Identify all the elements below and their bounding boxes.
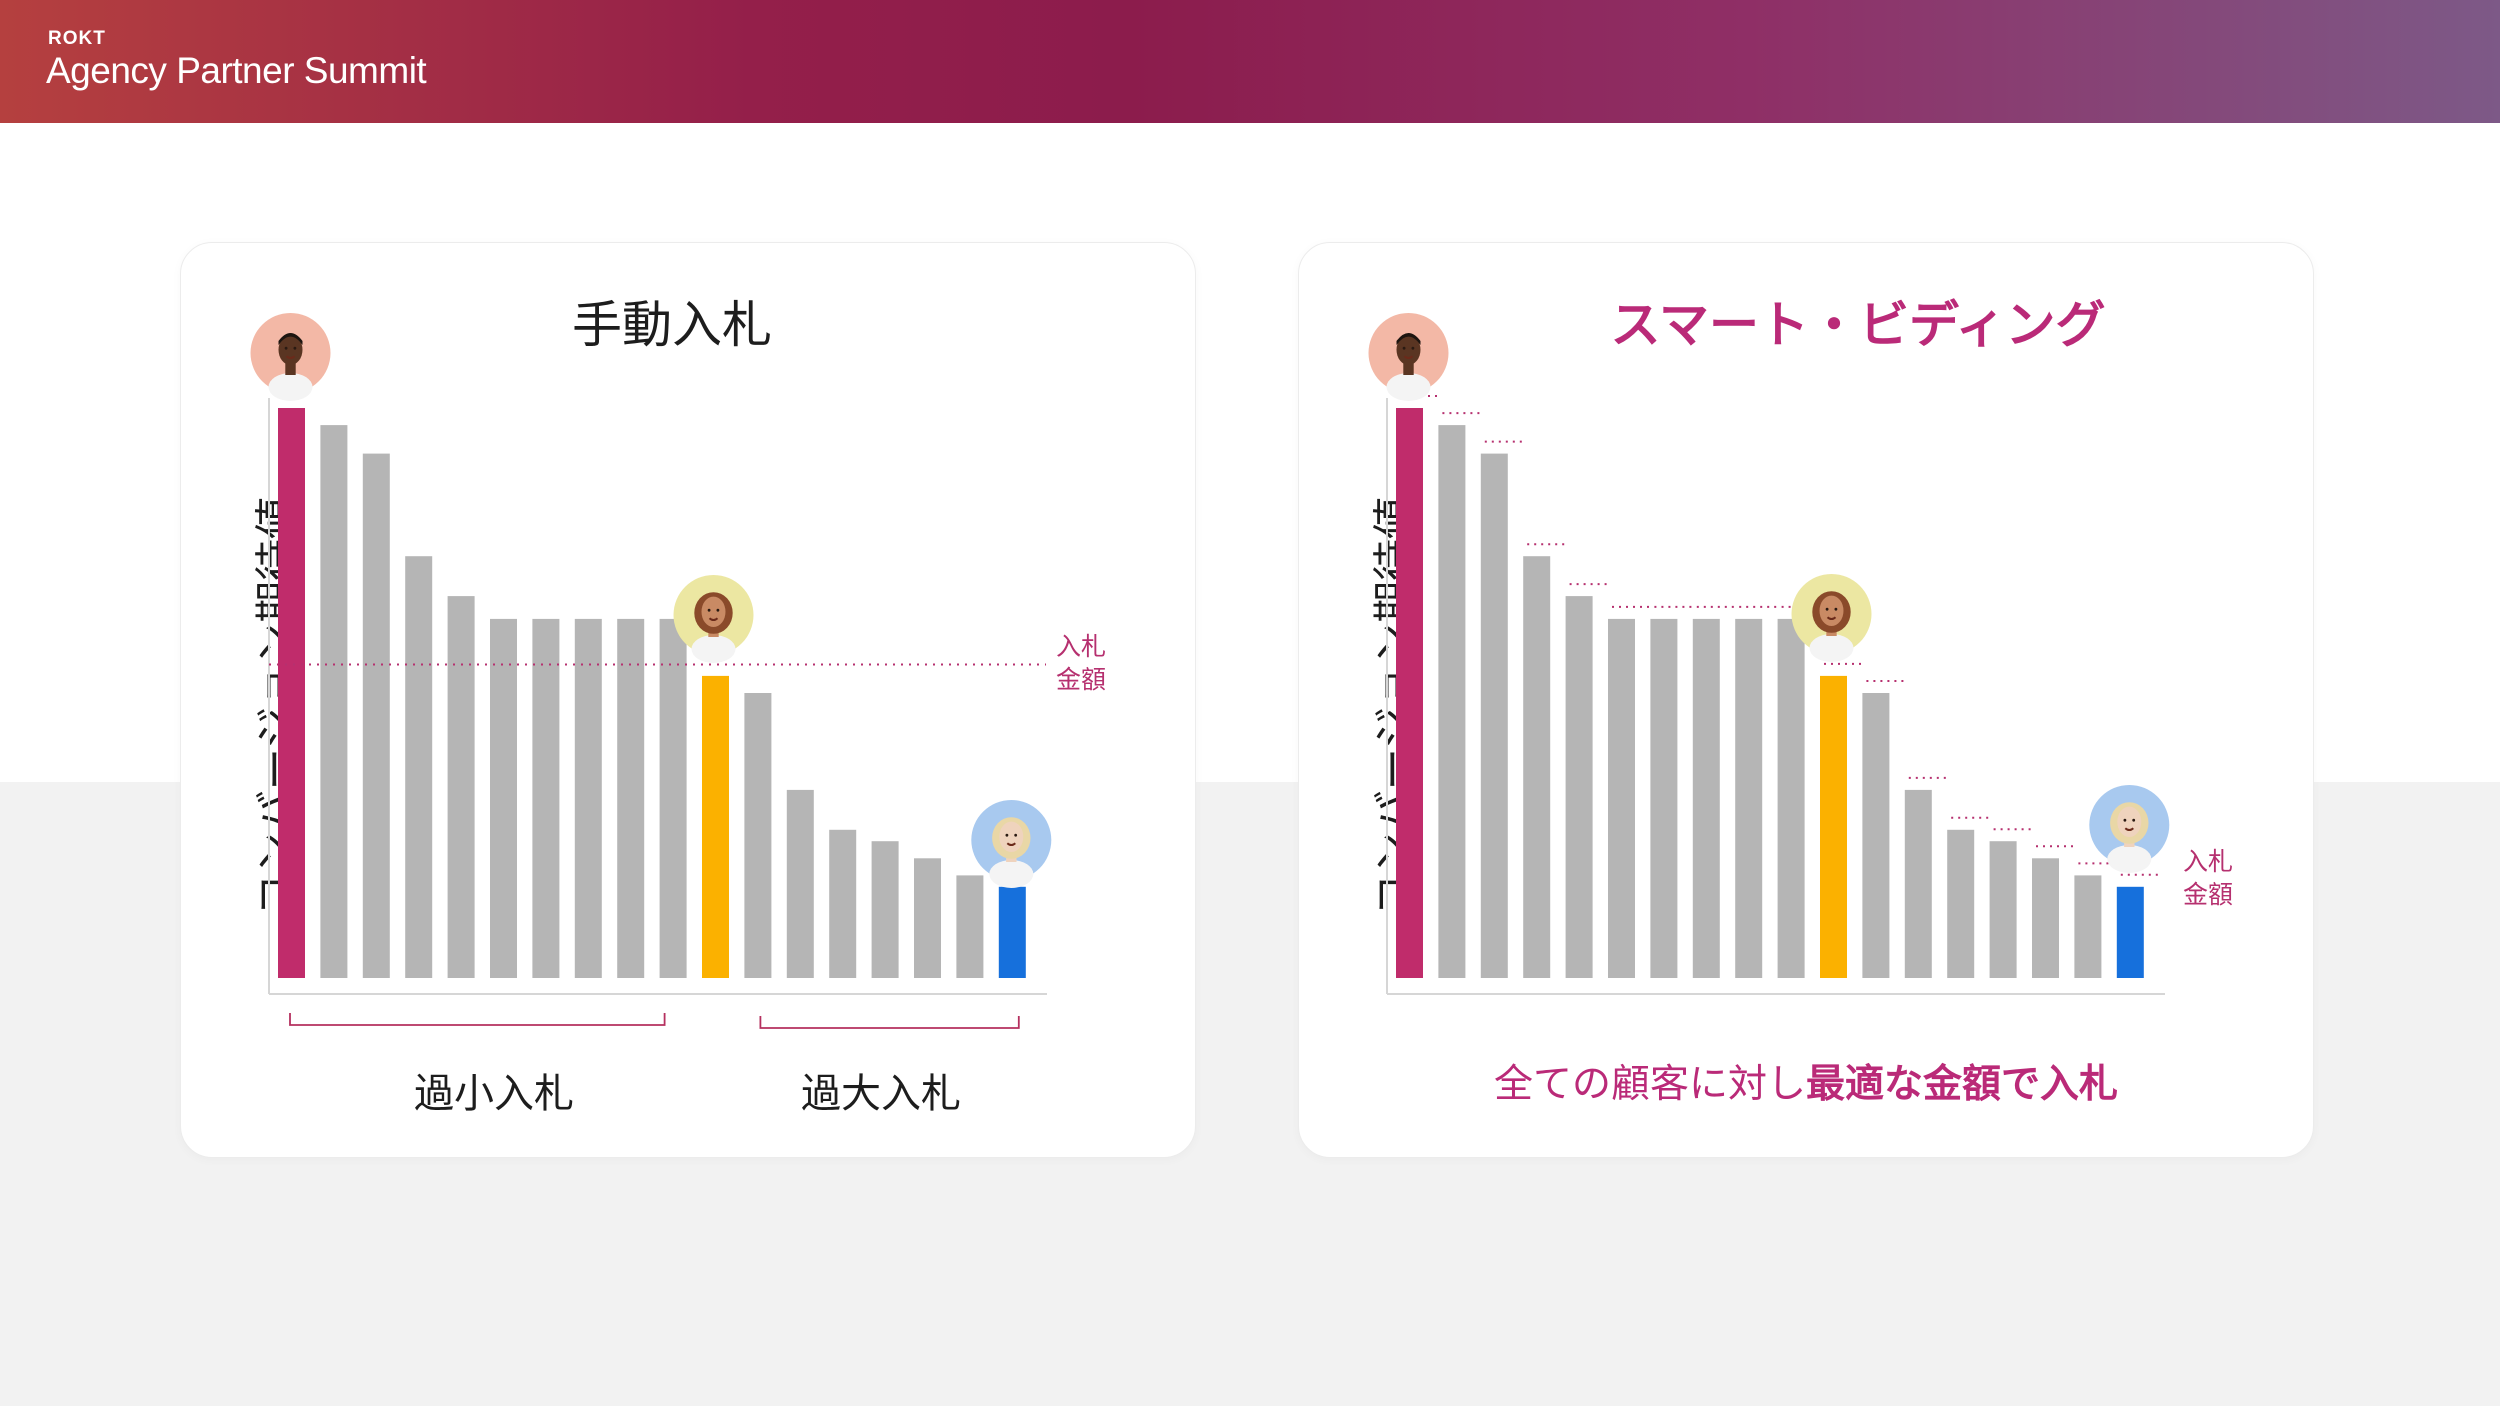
chart-bar [829,829,857,978]
manual-bidding-card: 手動入札 コンバージョン期待値 入札 金額 過小入札 過大入札 [180,242,1196,1158]
chart-bar [914,858,941,978]
chart-bar [1735,618,1763,978]
chart-bar [320,425,348,979]
summary-text: 全ての顧客に対し最適な金額で入札 [1299,1053,2313,1109]
chart-bar [1692,618,1720,978]
chart-bar [744,693,772,978]
chart-bar [956,875,984,978]
person-avatar-mid [673,575,754,663]
bid-amount-label: 入札 金額 [2183,847,2234,909]
overbid-bracket [759,1016,1020,1029]
chart-bar [1480,453,1508,979]
header-banner: ROKT Agency Partner Summit [0,0,2500,123]
chart-bar [362,453,390,979]
manual-bidding-chart [250,313,1052,1029]
chart-bar [659,618,687,978]
event-title: Agency Partner Summit [46,50,427,91]
chart-bar [1565,596,1593,978]
chart-bar [1989,841,2017,978]
chart-bar [617,618,645,978]
person-avatar-high [1368,313,1449,401]
chart-bar [1820,675,1847,978]
person-avatar-low [971,800,1052,888]
chart-bar [702,675,729,978]
manual-bidding-title: 手動入札 [572,296,772,354]
chart-bar [1947,829,1975,978]
chart-bar [1862,693,1890,978]
smart-bidding-title: スマート・ビディング [1610,296,2106,354]
chart-bar [532,618,560,978]
chart-bar [447,596,475,978]
person-avatar-high [250,313,331,401]
chart-bar [1650,618,1678,978]
bid-amount-label: 入札 金額 [1056,632,1107,694]
chart-bar [998,886,1026,978]
chart-bar [1523,556,1551,978]
chart-bar [405,556,433,978]
smart-bidding-chart [1368,313,2170,995]
chart-bar [2032,858,2059,978]
chart-bar [786,789,814,978]
person-avatar-mid [1791,574,1872,662]
summary-prefix: 全ての顧客に対し [1493,1062,1806,1107]
chart-bar [1608,618,1635,978]
brand-logo: ROKT [48,28,106,49]
chart-bar [2116,886,2144,978]
underbid-label: 過小入札 [414,1071,574,1117]
chart-bar [278,408,305,978]
person-avatar-low [2089,785,2170,873]
chart-bar [2074,875,2102,978]
summary-emphasis: 最適な金額で入札 [1806,1062,2119,1107]
chart-bar [871,841,899,978]
chart-bar [1396,408,1423,978]
chart-bar [1777,618,1805,978]
chart-bar [1904,789,1932,978]
smart-bidding-card: スマート・ビディング コンバージョン期待値 入札 金額 全ての顧客に対し最適な金… [1298,242,2314,1158]
chart-bar [574,618,602,978]
underbid-bracket [289,1013,666,1026]
chart-bar [490,618,517,978]
overbid-label: 過大入札 [801,1071,961,1117]
chart-bar [1438,425,1466,979]
